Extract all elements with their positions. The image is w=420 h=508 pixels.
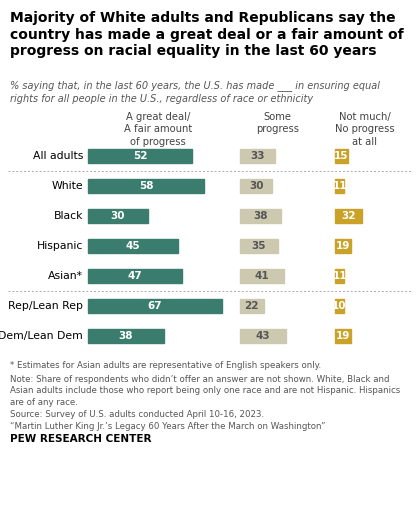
Text: 19: 19: [336, 331, 350, 341]
Text: 30: 30: [111, 211, 125, 221]
Bar: [240, 149, 276, 163]
Text: 35: 35: [252, 241, 266, 251]
Text: 11: 11: [333, 181, 347, 191]
Text: 41: 41: [255, 271, 269, 281]
Text: 67: 67: [148, 301, 162, 311]
Bar: [240, 209, 281, 223]
Text: 45: 45: [126, 241, 140, 251]
Bar: [88, 239, 178, 253]
Text: 22: 22: [244, 301, 259, 311]
Text: Not much/
No progress
at all: Not much/ No progress at all: [335, 112, 395, 147]
Bar: [335, 269, 344, 283]
Text: Dem/Lean Dem: Dem/Lean Dem: [0, 331, 83, 341]
Text: 58: 58: [139, 181, 153, 191]
Text: White: White: [51, 181, 83, 191]
Text: Note: Share of respondents who didn’t offer an answer are not shown. White, Blac: Note: Share of respondents who didn’t of…: [10, 374, 400, 431]
Bar: [88, 329, 164, 343]
Text: Asian*: Asian*: [48, 271, 83, 281]
Bar: [88, 209, 148, 223]
Text: 33: 33: [250, 151, 265, 161]
Text: 38: 38: [253, 211, 268, 221]
Bar: [335, 299, 344, 313]
Bar: [335, 149, 348, 163]
Bar: [335, 179, 344, 193]
Bar: [335, 239, 351, 253]
Bar: [88, 269, 182, 283]
Bar: [240, 179, 272, 193]
Bar: [88, 149, 192, 163]
Text: 52: 52: [133, 151, 147, 161]
Bar: [240, 299, 264, 313]
Text: PEW RESEARCH CENTER: PEW RESEARCH CENTER: [10, 433, 152, 443]
Text: Hispanic: Hispanic: [37, 241, 83, 251]
Text: All adults: All adults: [33, 151, 83, 161]
Bar: [240, 239, 278, 253]
Text: Some
progress: Some progress: [256, 112, 299, 135]
Text: Majority of White adults and Republicans say the
country has made a great deal o: Majority of White adults and Republicans…: [10, 11, 404, 58]
Text: 47: 47: [128, 271, 142, 281]
Bar: [88, 299, 222, 313]
Text: 10: 10: [332, 301, 346, 311]
Text: 11: 11: [333, 271, 347, 281]
Bar: [88, 179, 204, 193]
Text: 30: 30: [249, 181, 263, 191]
Text: 19: 19: [336, 241, 350, 251]
Bar: [240, 329, 286, 343]
Bar: [240, 269, 284, 283]
Text: Rep/Lean Rep: Rep/Lean Rep: [8, 301, 83, 311]
Text: * Estimates for Asian adults are representative of English speakers only.: * Estimates for Asian adults are represe…: [10, 362, 321, 370]
Bar: [335, 209, 362, 223]
Text: 32: 32: [341, 211, 356, 221]
Bar: [335, 329, 351, 343]
Text: % saying that, in the last 60 years, the U.S. has made ___ in ensuring equal
rig: % saying that, in the last 60 years, the…: [10, 80, 380, 104]
Text: Black: Black: [53, 211, 83, 221]
Text: 43: 43: [256, 331, 270, 341]
Text: 38: 38: [119, 331, 133, 341]
Text: A great deal/
A fair amount
of progress: A great deal/ A fair amount of progress: [124, 112, 192, 147]
Text: 15: 15: [334, 151, 349, 161]
